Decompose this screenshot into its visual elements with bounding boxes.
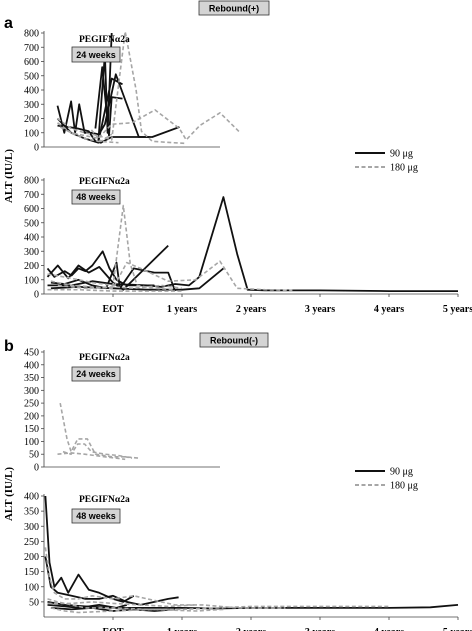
y-tick-label: 200	[24, 114, 39, 125]
y-tick-label: 300	[24, 386, 39, 397]
panel-letter-a: a	[4, 15, 13, 32]
x-tick-label: 2 years	[236, 627, 266, 631]
series-line-s180-2	[57, 452, 126, 461]
y-tick-label: 150	[24, 424, 39, 435]
series-line-s180-5	[47, 204, 176, 291]
y-tick-label: 0	[34, 143, 39, 154]
y-tick-label: 0	[34, 290, 39, 301]
series-line-s180-5	[44, 547, 286, 609]
y-tick-label: 400	[24, 492, 39, 503]
panel-letter-b: b	[4, 338, 14, 355]
duration-box	[71, 189, 121, 205]
x-tick-label: 4 years	[374, 304, 404, 315]
series-line-s90-3	[94, 66, 123, 137]
series-line-s90-0	[44, 495, 135, 603]
y-tick-label: 200	[24, 411, 39, 422]
y-tick-label: 300	[24, 100, 39, 111]
y-tick-label: 100	[24, 582, 39, 593]
panel-header-b: Rebound(-)	[199, 332, 269, 348]
y-tick-label: 200	[24, 261, 39, 272]
legend-label-s90: 90 μg	[390, 467, 413, 478]
y-tick-label: 100	[24, 128, 39, 139]
duration-label: 48 weeks	[76, 192, 116, 202]
y-tick-label: 500	[24, 71, 39, 82]
y-axis-label-b: ALT (IU/L)	[3, 467, 15, 521]
x-tick-label: 5 years	[443, 627, 472, 631]
y-tick-label: 100	[24, 275, 39, 286]
x-tick-label: 1 years	[167, 304, 197, 315]
x-tick-label: EOT	[102, 304, 123, 315]
drug-label: PEGIFNα2a	[79, 353, 130, 363]
legend-label-s180: 180 μg	[390, 163, 418, 174]
duration-box	[71, 366, 121, 382]
series-line-s180-8	[59, 126, 119, 144]
y-tick-label: 600	[24, 204, 39, 215]
chart-a-48-weeks: 0 100 200 300 400 500 600 700 800 EOT 1 years 2 yea…	[24, 176, 472, 316]
y-tick-label: 300	[24, 522, 39, 533]
series-line-s90-1	[46, 244, 169, 291]
series-line-s180-6	[57, 30, 187, 145]
y-tick-label: 200	[24, 552, 39, 563]
legend-label-s180: 180 μg	[390, 481, 418, 492]
y-tick-label: 400	[24, 233, 39, 244]
x-tick-label: EOT	[102, 627, 123, 631]
series-line-s90-3	[50, 607, 176, 612]
series-line-s180-8	[47, 601, 196, 608]
y-tick-label: 0	[34, 463, 39, 474]
drug-label: PEGIFNα2a	[79, 495, 130, 505]
series-line-s180-6	[50, 260, 293, 292]
y-tick-label: 250	[24, 399, 39, 410]
y-tick-label: 400	[24, 360, 39, 371]
y-tick-label: 100	[24, 437, 39, 448]
panel-header-b-label: Rebound(-)	[210, 336, 258, 346]
y-axis-label-a: ALT (IU/L)	[3, 149, 15, 203]
panel-header-a: Rebound(+)	[198, 0, 270, 16]
y-tick-label: 400	[24, 86, 39, 97]
y-tick-label: 350	[24, 507, 39, 518]
y-tick-label: 50	[29, 597, 39, 608]
x-tick-label: 2 years	[236, 304, 266, 315]
x-tick-label: 4 years	[374, 627, 404, 631]
y-tick-label: 500	[24, 218, 39, 229]
panel-header-a-label: Rebound(+)	[209, 4, 259, 14]
legend-label-s90: 90 μg	[390, 149, 413, 160]
chart-a-24-weeks: 0 100 200 300 400 500 600 700 800 PEGIFNα2a 24 wee…	[24, 29, 418, 174]
y-tick-label: 700	[24, 43, 39, 54]
y-tick-label: 250	[24, 537, 39, 548]
duration-box	[71, 508, 121, 524]
y-tick-label: 700	[24, 190, 39, 201]
y-tick-label: 150	[24, 567, 39, 578]
x-tick-label: 3 years	[305, 627, 335, 631]
drug-label: PEGIFNα2a	[79, 177, 130, 187]
y-tick-label: 50	[29, 450, 39, 461]
drug-label: PEGIFNα2a	[79, 35, 130, 45]
y-tick-label: 300	[24, 247, 39, 258]
series-line-s180-7	[47, 288, 182, 292]
y-tick-label: 800	[24, 176, 39, 187]
y-tick-label: 800	[24, 29, 39, 40]
y-tick-label: 600	[24, 57, 39, 68]
x-tick-label: 5 years	[443, 304, 472, 315]
duration-label: 48 weeks	[76, 511, 116, 521]
x-tick-label: 3 years	[305, 304, 335, 315]
series-line-s180-1	[62, 443, 133, 459]
x-tick-label: 1 years	[167, 627, 197, 631]
y-tick-label: 350	[24, 373, 39, 384]
duration-box	[71, 46, 121, 63]
series-line-s90-2	[50, 261, 176, 292]
series-line-s180-0	[59, 402, 139, 459]
duration-label: 24 weeks	[76, 50, 116, 60]
y-tick-label: 450	[24, 348, 39, 359]
series-line-s180-8	[57, 284, 183, 290]
series-line-s180-7	[57, 109, 241, 141]
duration-label: 24 weeks	[76, 369, 116, 379]
series-line-s180-9	[90, 129, 113, 143]
chart-b-48-weeks: 50 100 150 200 250 300 350 400 EOT 1 years 2 years…	[24, 492, 472, 631]
series-line-s180-7	[50, 607, 224, 614]
series-line-s90-4	[97, 73, 150, 138]
